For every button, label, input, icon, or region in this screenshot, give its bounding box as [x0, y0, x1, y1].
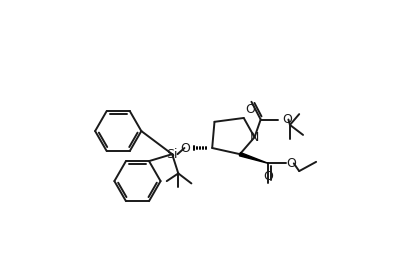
Text: N: N	[249, 131, 259, 144]
Text: O: O	[180, 141, 190, 155]
Text: O: O	[282, 113, 292, 126]
Text: Si: Si	[166, 148, 178, 161]
Polygon shape	[239, 152, 268, 163]
Text: O: O	[285, 157, 295, 170]
Text: O: O	[244, 103, 254, 116]
Text: O: O	[263, 170, 273, 183]
